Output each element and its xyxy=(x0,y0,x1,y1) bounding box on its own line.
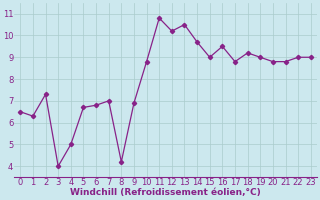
X-axis label: Windchill (Refroidissement éolien,°C): Windchill (Refroidissement éolien,°C) xyxy=(70,188,261,197)
